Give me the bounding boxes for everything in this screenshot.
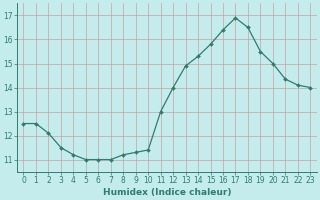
X-axis label: Humidex (Indice chaleur): Humidex (Indice chaleur) [103, 188, 231, 197]
